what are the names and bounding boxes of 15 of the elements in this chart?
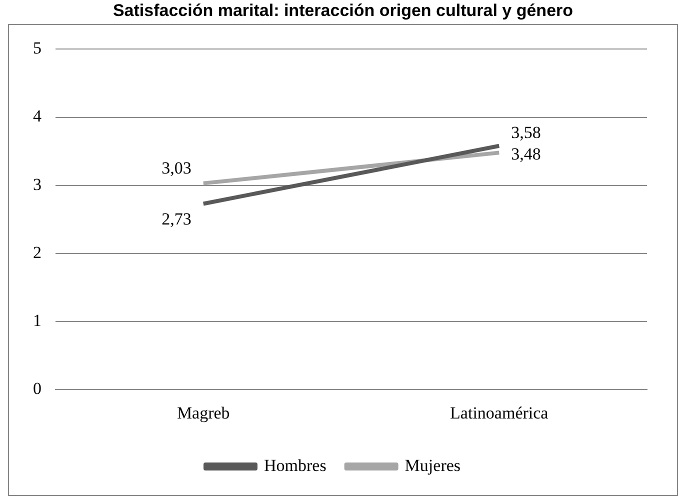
y-tick-label: 3 [33,174,42,194]
data-label: 3,58 [511,122,541,142]
chart-title: Satisfacción marital: interacción origen cultural y género [112,0,574,22]
y-tick-label: 1 [33,310,42,330]
legend-label: Mujeres [404,456,461,475]
x-tick-label: Magreb [176,403,230,422]
data-label: 3,48 [511,144,541,164]
y-tick-label: 5 [33,38,42,58]
x-tick-label: Latinoamérica [450,403,549,422]
data-label: 3,03 [162,158,192,178]
data-label: 2,73 [162,210,192,229]
y-tick-label: 0 [33,379,42,398]
legend-label: Hombres [264,456,326,475]
y-tick-label: 4 [33,106,42,126]
y-tick-label: 2 [33,242,42,262]
